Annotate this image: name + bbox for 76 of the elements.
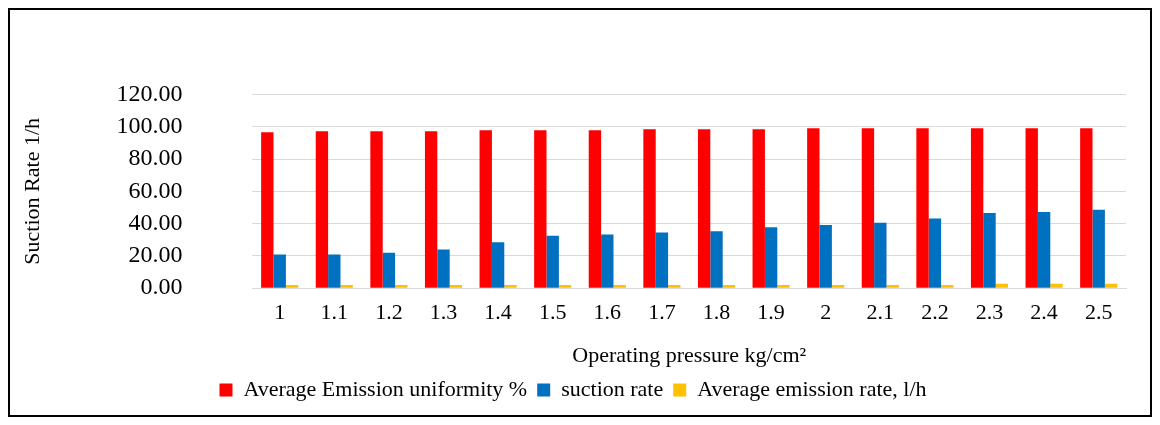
bar bbox=[261, 132, 274, 288]
bar bbox=[601, 234, 614, 288]
x-tick-label: 2.1 bbox=[866, 299, 895, 325]
bar bbox=[315, 131, 329, 288]
bar bbox=[1080, 128, 1093, 288]
bar bbox=[983, 213, 996, 288]
bar bbox=[668, 284, 681, 288]
legend-label: Average emission rate, l/h bbox=[697, 375, 927, 401]
x-tick-label: 1.3 bbox=[429, 299, 458, 325]
y-tick-label: 20.00 bbox=[128, 241, 183, 268]
x-tick-label: 1.8 bbox=[702, 299, 731, 325]
y-tick-label: 60.00 bbox=[128, 176, 183, 203]
y-tick-label: 40.00 bbox=[128, 208, 183, 235]
bar bbox=[819, 224, 832, 288]
x-tick-label: 2.5 bbox=[1084, 299, 1113, 325]
bar bbox=[613, 284, 626, 288]
bar bbox=[722, 284, 736, 288]
bar bbox=[285, 284, 299, 288]
bar bbox=[328, 254, 341, 288]
x-tick-label: 2.2 bbox=[921, 299, 949, 325]
bar bbox=[546, 235, 559, 288]
bar bbox=[395, 284, 408, 288]
bar bbox=[1104, 283, 1118, 288]
legend-label: Average Emission uniformity % bbox=[243, 375, 528, 401]
bar bbox=[886, 284, 899, 288]
bar bbox=[710, 231, 723, 288]
bar bbox=[479, 130, 492, 288]
bar bbox=[382, 252, 396, 288]
bar bbox=[1037, 211, 1051, 288]
bar bbox=[874, 222, 887, 288]
x-axis-title: Operating pressure kg/cm² bbox=[572, 341, 807, 367]
y-axis-title: Suction Rate 1/h bbox=[18, 117, 44, 265]
x-tick-label: 1.6 bbox=[593, 299, 622, 325]
bar bbox=[340, 284, 353, 288]
x-tick-label: 1.9 bbox=[757, 299, 785, 325]
bar bbox=[588, 130, 602, 288]
x-tick-label: 1.1 bbox=[320, 299, 349, 325]
bar bbox=[424, 131, 438, 288]
x-tick-label: 1.7 bbox=[648, 299, 676, 325]
bar bbox=[995, 283, 1009, 288]
bar bbox=[449, 284, 463, 288]
x-tick-label: 2 bbox=[820, 299, 832, 325]
x-tick-label: 1.5 bbox=[538, 299, 567, 325]
x-tick-label: 1 bbox=[274, 299, 286, 325]
bar bbox=[777, 284, 790, 288]
y-tick-label: 80.00 bbox=[128, 144, 183, 171]
bar bbox=[491, 242, 505, 288]
bar bbox=[1050, 283, 1063, 288]
legend-label: suction rate bbox=[561, 375, 664, 401]
bar bbox=[273, 254, 286, 288]
y-tick-label: 120.00 bbox=[116, 79, 183, 106]
bar bbox=[643, 129, 656, 288]
bar bbox=[1025, 128, 1038, 288]
bar bbox=[861, 128, 875, 288]
x-tick-label: 1.2 bbox=[375, 299, 403, 325]
bar bbox=[370, 131, 383, 288]
bar bbox=[970, 128, 984, 288]
bar bbox=[534, 130, 547, 288]
bar bbox=[807, 128, 820, 288]
x-tick-label: 1.4 bbox=[484, 299, 512, 325]
bar bbox=[941, 284, 954, 288]
bar bbox=[928, 218, 942, 288]
bar bbox=[916, 128, 929, 288]
bar bbox=[504, 284, 517, 288]
bar bbox=[1092, 209, 1105, 288]
y-tick-label: 0.00 bbox=[140, 273, 183, 300]
bar bbox=[437, 249, 450, 288]
bar bbox=[697, 129, 711, 288]
bar bbox=[831, 284, 845, 288]
bar bbox=[752, 129, 765, 288]
bar bbox=[558, 284, 572, 288]
x-tick-label: 2.3 bbox=[975, 299, 1004, 325]
y-tick-label: 100.00 bbox=[116, 112, 183, 138]
bar bbox=[764, 227, 778, 288]
x-tick-label: 2.4 bbox=[1030, 299, 1058, 325]
bar bbox=[655, 232, 669, 288]
